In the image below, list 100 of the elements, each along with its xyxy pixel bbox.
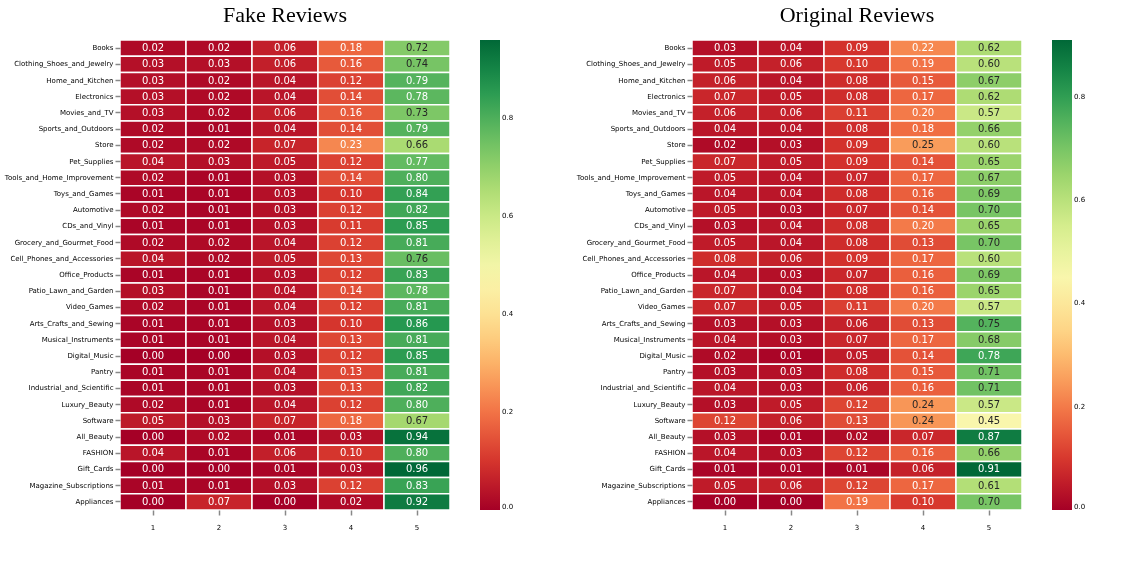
data-label: 0.01 bbox=[207, 317, 231, 329]
data-label: 0.01 bbox=[845, 463, 869, 475]
data-label: 0.03 bbox=[713, 317, 737, 329]
data-label: 0.03 bbox=[273, 479, 297, 491]
data-label: 0.12 bbox=[339, 301, 363, 313]
data-label: 0.22 bbox=[911, 42, 935, 54]
data-label: 0.83 bbox=[405, 479, 429, 491]
data-label: 0.03 bbox=[339, 431, 363, 443]
data-label: 0.71 bbox=[977, 382, 1001, 394]
data-label: 0.12 bbox=[339, 350, 363, 362]
data-label: 0.80 bbox=[405, 447, 429, 459]
data-label: 0.19 bbox=[845, 495, 869, 507]
data-label: 0.78 bbox=[405, 285, 429, 297]
data-label: 0.07 bbox=[845, 204, 869, 216]
data-label: 0.06 bbox=[911, 463, 935, 475]
data-label: 0.03 bbox=[207, 58, 231, 70]
data-label: 0.06 bbox=[779, 252, 803, 264]
data-label: 0.01 bbox=[207, 382, 231, 394]
data-label: 0.67 bbox=[977, 171, 1001, 183]
data-label: 0.23 bbox=[339, 139, 363, 151]
data-label: 0.25 bbox=[911, 139, 935, 151]
data-label: 0.13 bbox=[911, 317, 935, 329]
data-label: 0.07 bbox=[273, 139, 297, 151]
data-label: 0.02 bbox=[141, 171, 165, 183]
data-label: 0.01 bbox=[141, 382, 165, 394]
data-label: 0.81 bbox=[405, 333, 429, 345]
data-label: 0.13 bbox=[911, 236, 935, 248]
data-label: 0.05 bbox=[713, 58, 737, 70]
data-label: 0.03 bbox=[273, 171, 297, 183]
data-label: 0.85 bbox=[405, 220, 429, 232]
data-label: 0.06 bbox=[779, 58, 803, 70]
data-label: 0.03 bbox=[779, 333, 803, 345]
data-label: 0.05 bbox=[713, 479, 737, 491]
data-label: 0.01 bbox=[207, 447, 231, 459]
data-label: 0.04 bbox=[141, 155, 165, 167]
data-label: 0.20 bbox=[911, 301, 935, 313]
data-label: 0.05 bbox=[273, 252, 297, 264]
data-label: 0.01 bbox=[141, 269, 165, 280]
data-label: 0.03 bbox=[141, 285, 165, 297]
data-label: 0.84 bbox=[405, 187, 429, 199]
data-label: 0.02 bbox=[845, 431, 869, 443]
data-label: 0.04 bbox=[713, 382, 737, 394]
data-label: 0.01 bbox=[273, 431, 297, 443]
data-label: 0.15 bbox=[911, 74, 935, 86]
data-label: 0.03 bbox=[779, 139, 803, 151]
data-label: 0.78 bbox=[405, 90, 429, 102]
data-label: 0.04 bbox=[273, 285, 297, 297]
data-label: 0.03 bbox=[273, 269, 297, 280]
data-label: 0.14 bbox=[339, 90, 363, 102]
data-label: 0.03 bbox=[273, 204, 297, 216]
data-label: 0.15 bbox=[911, 366, 935, 378]
data-label: 0.67 bbox=[977, 74, 1001, 86]
data-label: 0.18 bbox=[911, 123, 935, 135]
data-label: 0.14 bbox=[911, 155, 935, 167]
data-label: 0.81 bbox=[405, 236, 429, 248]
chart-title: Fake Reviews bbox=[222, 2, 348, 28]
data-label: 0.03 bbox=[339, 463, 363, 475]
data-label: 0.91 bbox=[977, 463, 1001, 475]
data-label: 0.79 bbox=[405, 74, 429, 86]
data-label: 0.03 bbox=[273, 187, 297, 199]
data-label: 0.01 bbox=[141, 187, 165, 199]
data-label: 0.03 bbox=[273, 317, 297, 329]
data-label: 0.79 bbox=[405, 123, 429, 135]
data-label: 0.04 bbox=[779, 285, 803, 297]
data-label: 0.10 bbox=[339, 447, 363, 459]
data-label: 0.03 bbox=[779, 269, 803, 280]
data-label: 0.08 bbox=[845, 236, 869, 248]
data-label: 0.02 bbox=[207, 90, 231, 102]
data-label: 0.03 bbox=[713, 431, 737, 443]
data-label: 0.04 bbox=[273, 366, 297, 378]
data-label: 0.70 bbox=[977, 495, 1001, 507]
chart-title: Original Reviews bbox=[779, 2, 935, 28]
data-label: 0.04 bbox=[141, 447, 165, 459]
data-label: 0.01 bbox=[141, 220, 165, 232]
data-label: 0.78 bbox=[977, 350, 1001, 362]
data-label: 0.03 bbox=[141, 58, 165, 70]
data-label: 0.74 bbox=[405, 58, 429, 70]
data-label: 0.01 bbox=[207, 479, 231, 491]
data-label: 0.85 bbox=[405, 350, 429, 362]
data-label: 0.16 bbox=[911, 447, 935, 459]
data-label: 0.11 bbox=[845, 301, 869, 313]
data-label: 0.07 bbox=[845, 171, 869, 183]
data-label: 0.10 bbox=[911, 495, 935, 507]
data-label: 0.03 bbox=[713, 42, 737, 54]
data-label: 0.06 bbox=[273, 42, 297, 54]
data-label: 0.02 bbox=[141, 42, 165, 54]
data-label: 0.04 bbox=[779, 171, 803, 183]
data-label: 0.20 bbox=[911, 106, 935, 118]
data-label: 0.00 bbox=[779, 495, 803, 507]
data-label: 0.10 bbox=[339, 317, 363, 329]
data-label: 0.68 bbox=[977, 333, 1001, 345]
data-label: 0.12 bbox=[339, 74, 363, 86]
data-label: 0.06 bbox=[713, 106, 737, 118]
data-label: 0.04 bbox=[779, 236, 803, 248]
data-label: 0.02 bbox=[141, 301, 165, 313]
data-label: 0.10 bbox=[845, 58, 869, 70]
data-label: 0.03 bbox=[207, 155, 231, 167]
data-label: 0.76 bbox=[405, 252, 429, 264]
data-label: 0.02 bbox=[207, 252, 231, 264]
data-label: 0.00 bbox=[713, 495, 737, 507]
